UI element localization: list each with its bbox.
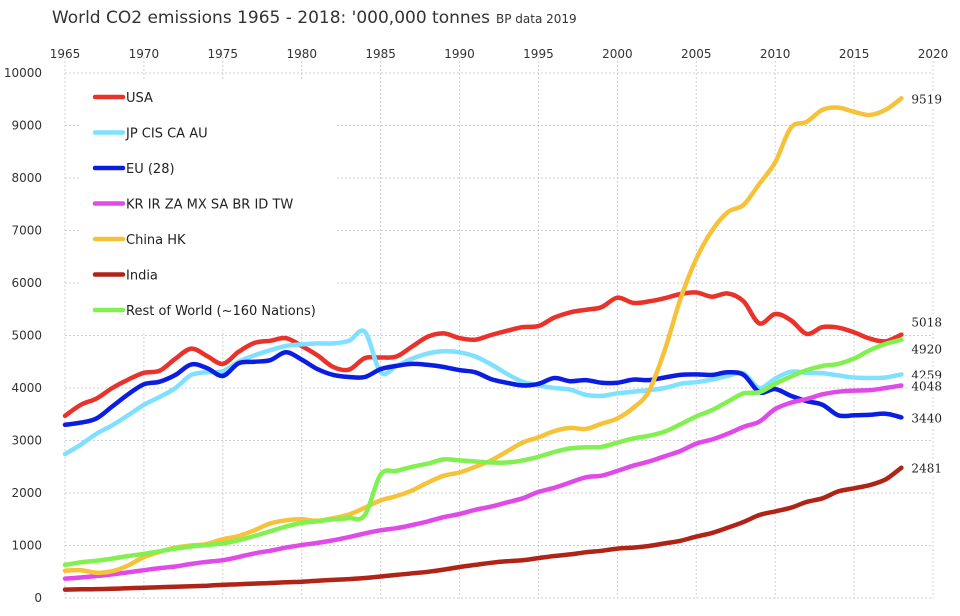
legend-label: China HK [126,233,186,248]
series-line-rest-of-world-160-nations [62,337,904,568]
x-tick-label: 2005 [681,47,712,61]
x-tick-label: 2020 [918,47,949,61]
y-tick-label: 2000 [11,486,42,500]
x-tick-label: 1985 [365,47,396,61]
series-line-india [62,465,904,592]
end-label-background [908,410,945,427]
series-lines [62,96,904,592]
end-label-india: 2481 [911,462,942,476]
y-tick-label: 3000 [11,434,42,448]
x-tick-label: 1975 [208,47,239,61]
series-line-kr-ir-za-mx-sa-br-id-tw [62,383,904,581]
y-tick-label: 9000 [11,119,42,133]
series-line-usa [62,290,904,419]
chart-title: World CO2 emissions 1965 - 2018: '000,00… [52,8,490,28]
end-label-kr-ir-za-mx-sa-br-id-tw: 4048 [911,379,942,393]
end-label-background [908,460,945,477]
end-label-rest-of-world-160-nations: 4920 [911,343,942,357]
legend-label: Rest of World (~160 Nations) [126,304,316,319]
end-label-background [908,314,945,331]
chart-subtitle: BP data 2019 [496,12,577,26]
end-label-background [908,378,945,395]
end-label-background [908,341,945,358]
legend-label: KR IR ZA MX SA BR ID TW [126,198,293,213]
x-tick-label: 2015 [839,47,870,61]
end-label-usa: 5018 [911,316,942,330]
x-tick-label: 1970 [129,47,160,61]
end-label-background [908,91,945,108]
x-axis-tick-labels: 1965 1970 1975 1980 1985 1990 1995 2000 2005 2010… [50,47,949,61]
y-tick-label: 8000 [11,171,42,185]
y-tick-label: 6000 [11,276,42,290]
legend-label: EU (28) [126,162,175,177]
x-tick-label: 2000 [602,47,633,61]
legend-label: India [126,269,158,284]
end-label-eu-28: 3440 [911,411,942,425]
series-line-jp-cis-ca-au [62,328,904,457]
y-tick-label: 5000 [11,329,42,343]
y-tick-label: 1000 [11,539,42,553]
x-tick-label: 1990 [444,47,475,61]
x-tick-label: 1980 [286,47,317,61]
end-label-china-hk: 9519 [911,92,942,106]
y-tick-label: 10000 [4,66,42,80]
y-tick-label: 4000 [11,381,42,395]
y-tick-label: 0 [34,591,42,605]
legend-label: USA [126,91,153,106]
legend: USA JP CIS CA AU EU (28) KR IR ZA MX SA BR … [80,80,336,330]
y-axis-tick-labels: 0 1000 2000 3000 4000 5000 6000 7000 8000 9000 100… [4,66,42,605]
legend-label: JP CIS CA AU [125,127,208,142]
x-tick-label: 2010 [760,47,791,61]
x-tick-label: 1965 [50,47,81,61]
x-tick-label: 1995 [523,47,554,61]
y-tick-label: 7000 [11,224,42,238]
